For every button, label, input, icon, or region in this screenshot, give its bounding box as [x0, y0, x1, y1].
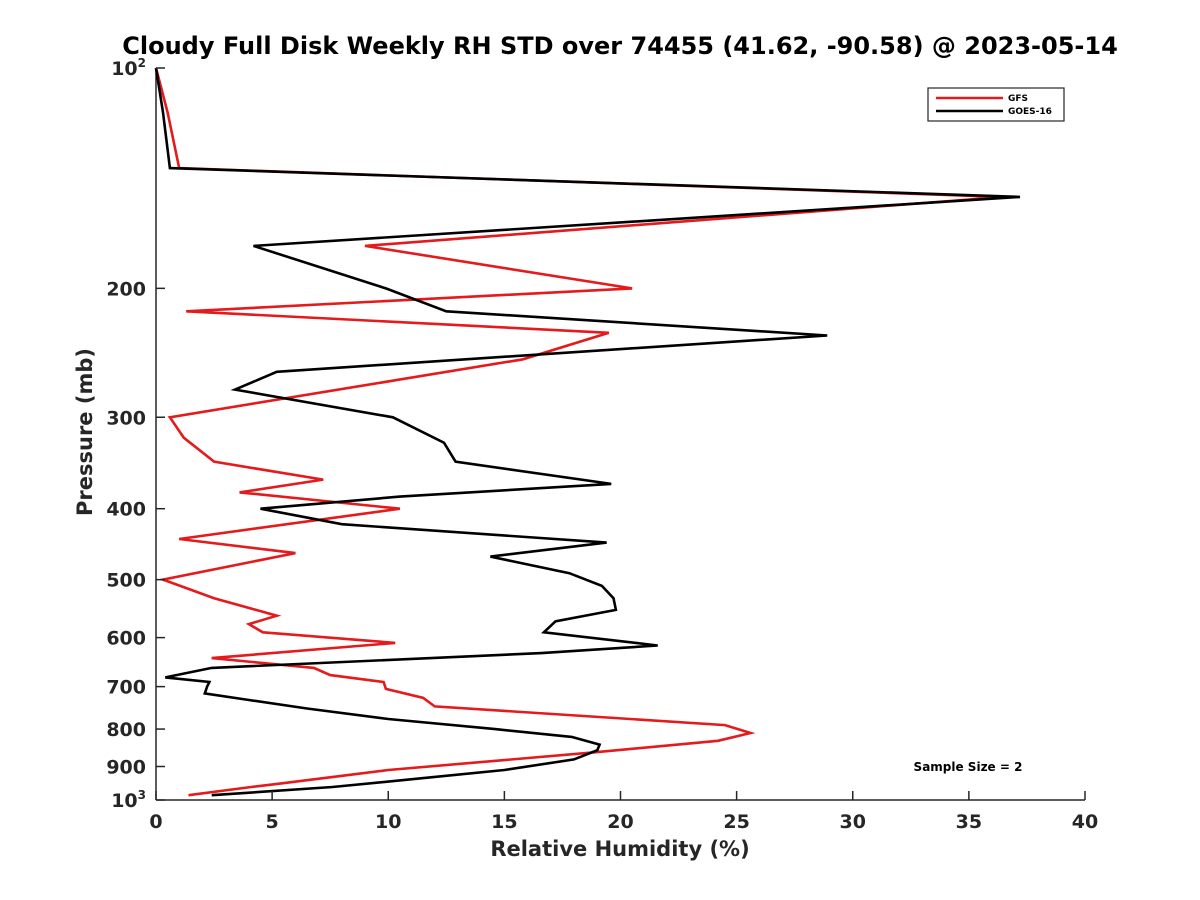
y-tick-label: 500: [106, 570, 146, 592]
x-tick-label: 15: [491, 811, 517, 833]
sample-size-annotation: Sample Size = 2: [914, 760, 1023, 774]
x-tick-label: 5: [266, 811, 279, 833]
series-line-goes-16: [154, 67, 1021, 797]
y-tick-label: 900: [106, 757, 146, 779]
y-tick-label: 700: [106, 677, 146, 699]
legend-box: [927, 87, 1065, 122]
x-tick-label: 0: [149, 811, 162, 833]
y-tick-label: 300: [106, 407, 146, 429]
x-tick-label: 20: [607, 811, 633, 833]
x-axis-label: Relative Humidity (%): [490, 837, 749, 861]
y-axis-label: Pressure (mb): [73, 348, 97, 516]
chart-title: Cloudy Full Disk Weekly RH STD over 7445…: [122, 32, 1118, 60]
y-tick-label: 103: [111, 788, 146, 812]
y-tick-label: 800: [106, 719, 146, 741]
x-tick-label: 10: [375, 811, 401, 833]
y-axis-ticks: 102 200 300 400 500 600 700 800 900 103: [106, 56, 165, 812]
series-line-gfs: [154, 67, 1004, 797]
x-tick-label: 30: [840, 811, 866, 833]
legend-label: GOES-16: [1008, 107, 1052, 117]
y-tick-label: 102: [111, 56, 146, 80]
y-tick-label: 600: [106, 628, 146, 650]
x-axis-ticks: 0 5 10 15 20 25 30 35 40: [149, 791, 1098, 833]
y-tick-label: 200: [106, 278, 146, 300]
x-tick-label: 40: [1072, 811, 1098, 833]
y-tick-label: 400: [106, 499, 146, 521]
x-tick-label: 35: [956, 811, 982, 833]
legend: GFS GOES-16: [927, 87, 1065, 122]
legend-label: GFS: [1008, 94, 1028, 104]
x-tick-label: 25: [723, 811, 749, 833]
